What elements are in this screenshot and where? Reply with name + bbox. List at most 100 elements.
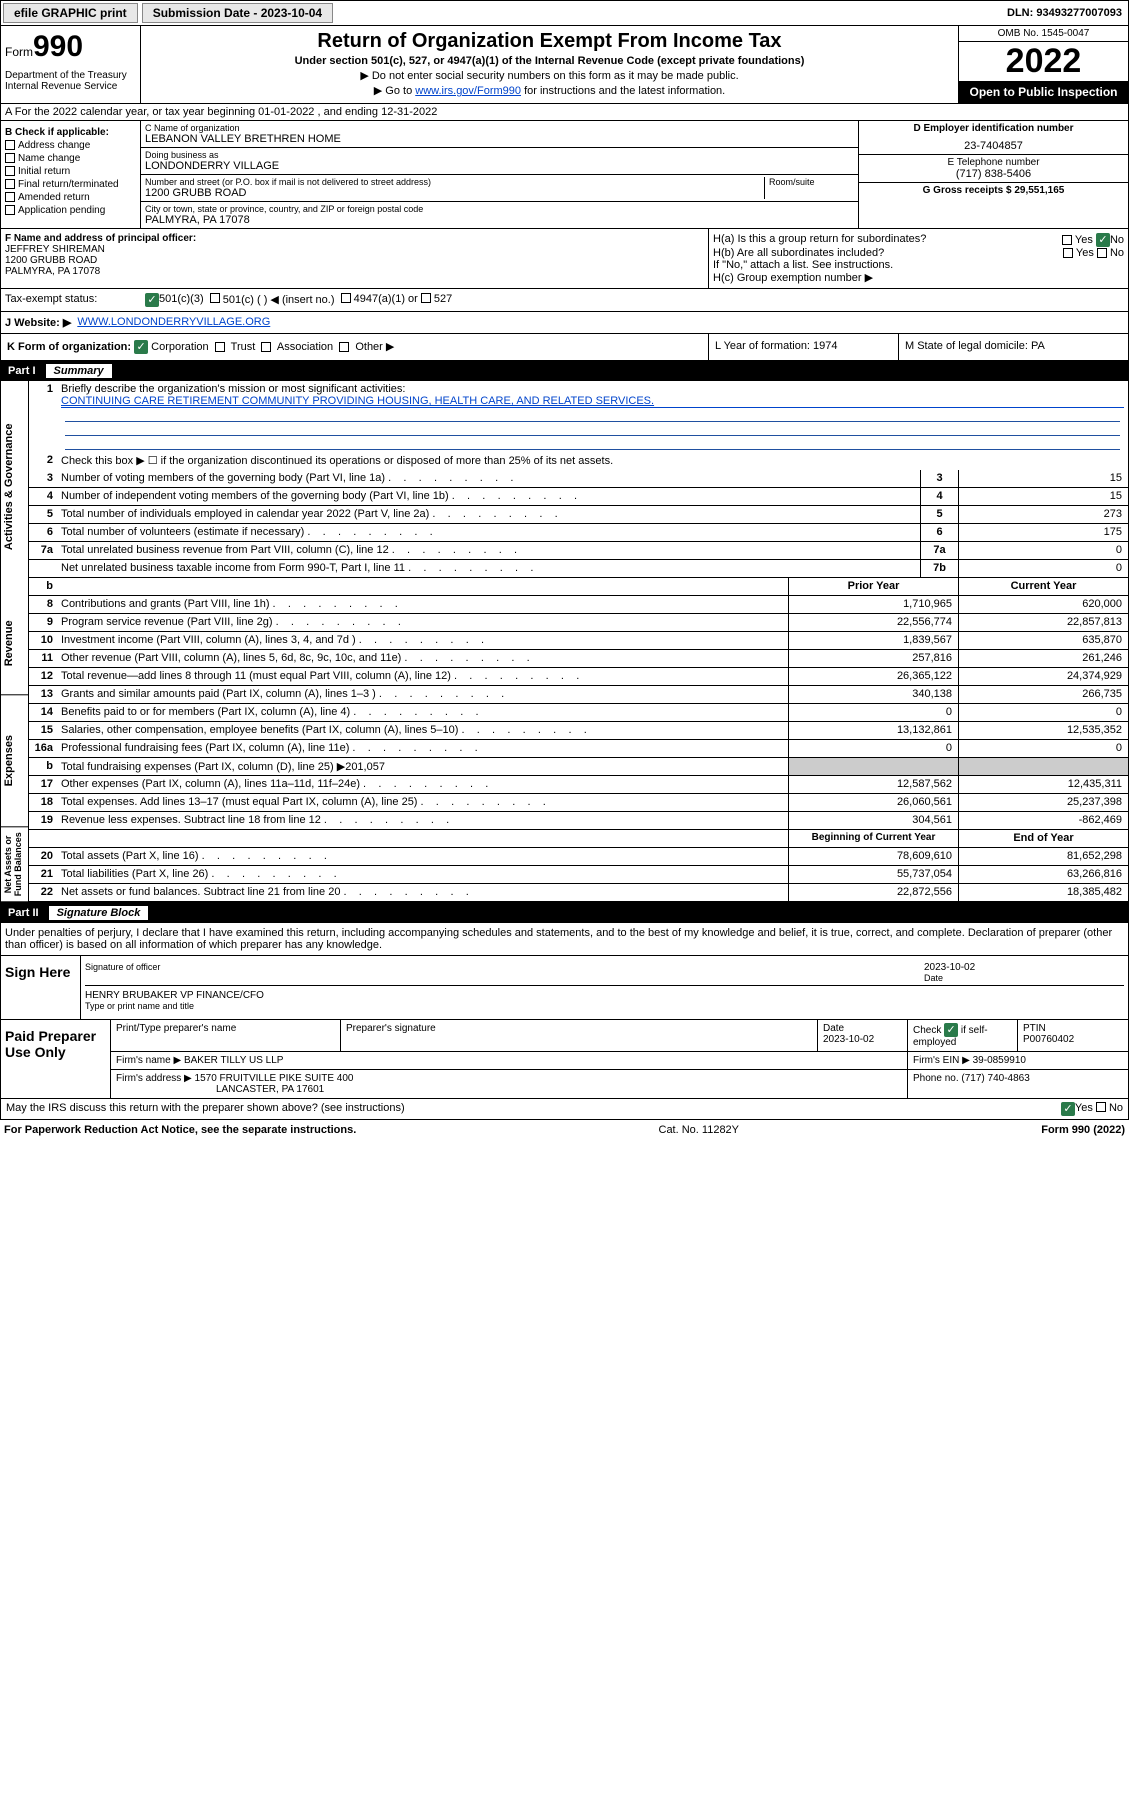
dba-value: LONDONDERRY VILLAGE xyxy=(145,160,854,172)
hb-note: If "No," attach a list. See instructions… xyxy=(713,259,1124,271)
q21: 21Total liabilities (Part X, line 26) 55… xyxy=(29,866,1128,884)
officer-label: F Name and address of principal officer: xyxy=(5,233,704,244)
footer-left: For Paperwork Reduction Act Notice, see … xyxy=(4,1124,356,1136)
sig-declaration: Under penalties of perjury, I declare th… xyxy=(0,923,1129,956)
irs-link[interactable]: www.irs.gov/Form990 xyxy=(415,85,521,97)
form-number: 990 xyxy=(33,30,83,63)
street-value: 1200 GRUBB ROAD xyxy=(145,187,764,199)
opt-527[interactable]: 527 xyxy=(434,293,452,307)
side-activities: Activities & Governance xyxy=(1,381,28,592)
mayirs-no[interactable]: No xyxy=(1109,1102,1123,1116)
prior-year-hdr: Prior Year xyxy=(788,578,958,595)
q9: 9Program service revenue (Part VIII, lin… xyxy=(29,614,1128,632)
opt-other[interactable]: Other ▶ xyxy=(355,341,394,353)
ha-no[interactable]: No xyxy=(1110,234,1124,246)
dln-label: DLN: 93493277007093 xyxy=(1001,7,1128,19)
officer-addr2: PALMYRA, PA 17078 xyxy=(5,266,704,277)
ein-value: 23-7404857 xyxy=(863,140,1124,152)
phone-label2: Phone no. xyxy=(913,1073,959,1084)
box-f: F Name and address of principal officer:… xyxy=(1,229,708,288)
footer-right: Form 990 (2022) xyxy=(1041,1124,1125,1136)
box-b: B Check if applicable: Address change Na… xyxy=(1,121,141,228)
form-number-box: Form990 Department of the Treasury Inter… xyxy=(1,26,141,103)
q2-text: Check this box ▶ ☐ if the organization d… xyxy=(57,452,1128,470)
phone-label: E Telephone number xyxy=(863,157,1124,168)
phone-value: (717) 838-5406 xyxy=(863,168,1124,180)
row-j: J Website: ▶ WWW.LONDONDERRYVILLAGE.ORG xyxy=(0,312,1129,334)
form-prefix: Form xyxy=(5,45,33,59)
q16b-text: Total fundraising expenses (Part IX, col… xyxy=(57,758,788,775)
q18: 18Total expenses. Add lines 13–17 (must … xyxy=(29,794,1128,812)
row-a: A For the 2022 calendar year, or tax yea… xyxy=(0,104,1129,121)
note2-pre: ▶ Go to xyxy=(374,85,415,97)
q16a: 16aProfessional fundraising fees (Part I… xyxy=(29,740,1128,758)
paid-date: 2023-10-02 xyxy=(823,1034,902,1045)
hb-no[interactable]: No xyxy=(1110,247,1124,259)
inspection-label: Open to Public Inspection xyxy=(959,81,1128,103)
sig-date: 2023-10-02 xyxy=(924,962,1124,973)
omb-label: OMB No. 1545-0047 xyxy=(959,26,1128,42)
firm-phone: (717) 740-4863 xyxy=(961,1073,1029,1084)
part-i-title: Summary xyxy=(46,364,112,378)
firm-name: BAKER TILLY US LLP xyxy=(184,1055,284,1066)
opt-trust[interactable]: Trust xyxy=(231,341,256,353)
q11: 11Other revenue (Part VIII, column (A), … xyxy=(29,650,1128,668)
website-link[interactable]: WWW.LONDONDERRYVILLAGE.ORG xyxy=(77,316,270,329)
q1-label: Briefly describe the organization's miss… xyxy=(61,383,1124,395)
check-initial[interactable]: Initial return xyxy=(5,166,136,177)
q1: 1 Briefly describe the organization's mi… xyxy=(29,381,1128,452)
col-header-2: Beginning of Current Year End of Year xyxy=(29,830,1128,848)
hb-yes[interactable]: Yes xyxy=(1076,247,1094,259)
opt-corp[interactable]: Corporation xyxy=(151,341,208,353)
check-final[interactable]: Final return/terminated xyxy=(5,179,136,190)
opt-assoc[interactable]: Association xyxy=(277,341,333,353)
ha-yes[interactable]: Yes xyxy=(1075,234,1093,246)
entity-block: B Check if applicable: Address change Na… xyxy=(0,121,1129,229)
q16b: b Total fundraising expenses (Part IX, c… xyxy=(29,758,1128,776)
row-k: K Form of organization: ✓ Corporation Tr… xyxy=(0,334,1129,361)
beg-year-hdr: Beginning of Current Year xyxy=(788,830,958,847)
opt-4947[interactable]: 4947(a)(1) or xyxy=(354,293,418,307)
check-amended[interactable]: Amended return xyxy=(5,192,136,203)
q7a: 7aTotal unrelated business revenue from … xyxy=(29,542,1128,560)
paid-h2: Preparer's signature xyxy=(341,1020,818,1051)
ein-label2: Firm's EIN ▶ xyxy=(913,1055,970,1066)
paid-ptin: P00760402 xyxy=(1023,1034,1123,1045)
room-label: Room/suite xyxy=(769,177,854,187)
q19: 19Revenue less expenses. Subtract line 1… xyxy=(29,812,1128,830)
summary-section: Activities & Governance Revenue Expenses… xyxy=(0,381,1129,903)
sig-date-label: Date xyxy=(924,973,1124,983)
side-revenue: Revenue xyxy=(1,592,28,695)
city-label: City or town, state or province, country… xyxy=(145,204,854,214)
check-pending[interactable]: Application pending xyxy=(5,205,136,216)
note2-post: for instructions and the latest informat… xyxy=(521,85,725,97)
tax-year: 2022 xyxy=(959,42,1128,81)
street-label: Number and street (or P.O. box if mail i… xyxy=(145,177,764,187)
end-year-hdr: End of Year xyxy=(958,830,1128,847)
top-toolbar: efile GRAPHIC print Submission Date - 20… xyxy=(0,0,1129,26)
sig-name: HENRY BRUBAKER VP FINANCE/CFO xyxy=(85,990,1124,1001)
q14: 14Benefits paid to or for members (Part … xyxy=(29,704,1128,722)
current-year-hdr: Current Year xyxy=(958,578,1128,595)
mayirs-yes[interactable]: Yes xyxy=(1075,1102,1093,1116)
footer-mid: Cat. No. 11282Y xyxy=(356,1124,1041,1136)
may-irs-text: May the IRS discuss this return with the… xyxy=(6,1102,1061,1116)
part-ii-num: Part II xyxy=(8,907,39,919)
box-h: H(a) Is this a group return for subordin… xyxy=(708,229,1128,288)
box-deg: D Employer identification number 23-7404… xyxy=(858,121,1128,228)
opt-501c[interactable]: 501(c) ( ) ◀ (insert no.) xyxy=(223,293,335,307)
submission-date-button[interactable]: Submission Date - 2023-10-04 xyxy=(142,3,333,23)
part-ii-title: Signature Block xyxy=(49,906,149,920)
form-header: Form990 Department of the Treasury Inter… xyxy=(0,26,1129,104)
opt-501c3[interactable]: 501(c)(3) xyxy=(159,293,204,307)
q5: 5Total number of individuals employed in… xyxy=(29,506,1128,524)
check-name[interactable]: Name change xyxy=(5,153,136,164)
501c3-check: ✓ xyxy=(145,293,159,307)
q2: 2Check this box ▶ ☐ if the organization … xyxy=(29,452,1128,470)
check-address[interactable]: Address change xyxy=(5,140,136,151)
page-footer: For Paperwork Reduction Act Notice, see … xyxy=(0,1120,1129,1140)
efile-button[interactable]: efile GRAPHIC print xyxy=(3,3,138,23)
q22: 22Net assets or fund balances. Subtract … xyxy=(29,884,1128,902)
paid-table: Print/Type preparer's name Preparer's si… xyxy=(111,1020,1128,1098)
hb-text: H(b) Are all subordinates included? xyxy=(713,247,1057,259)
